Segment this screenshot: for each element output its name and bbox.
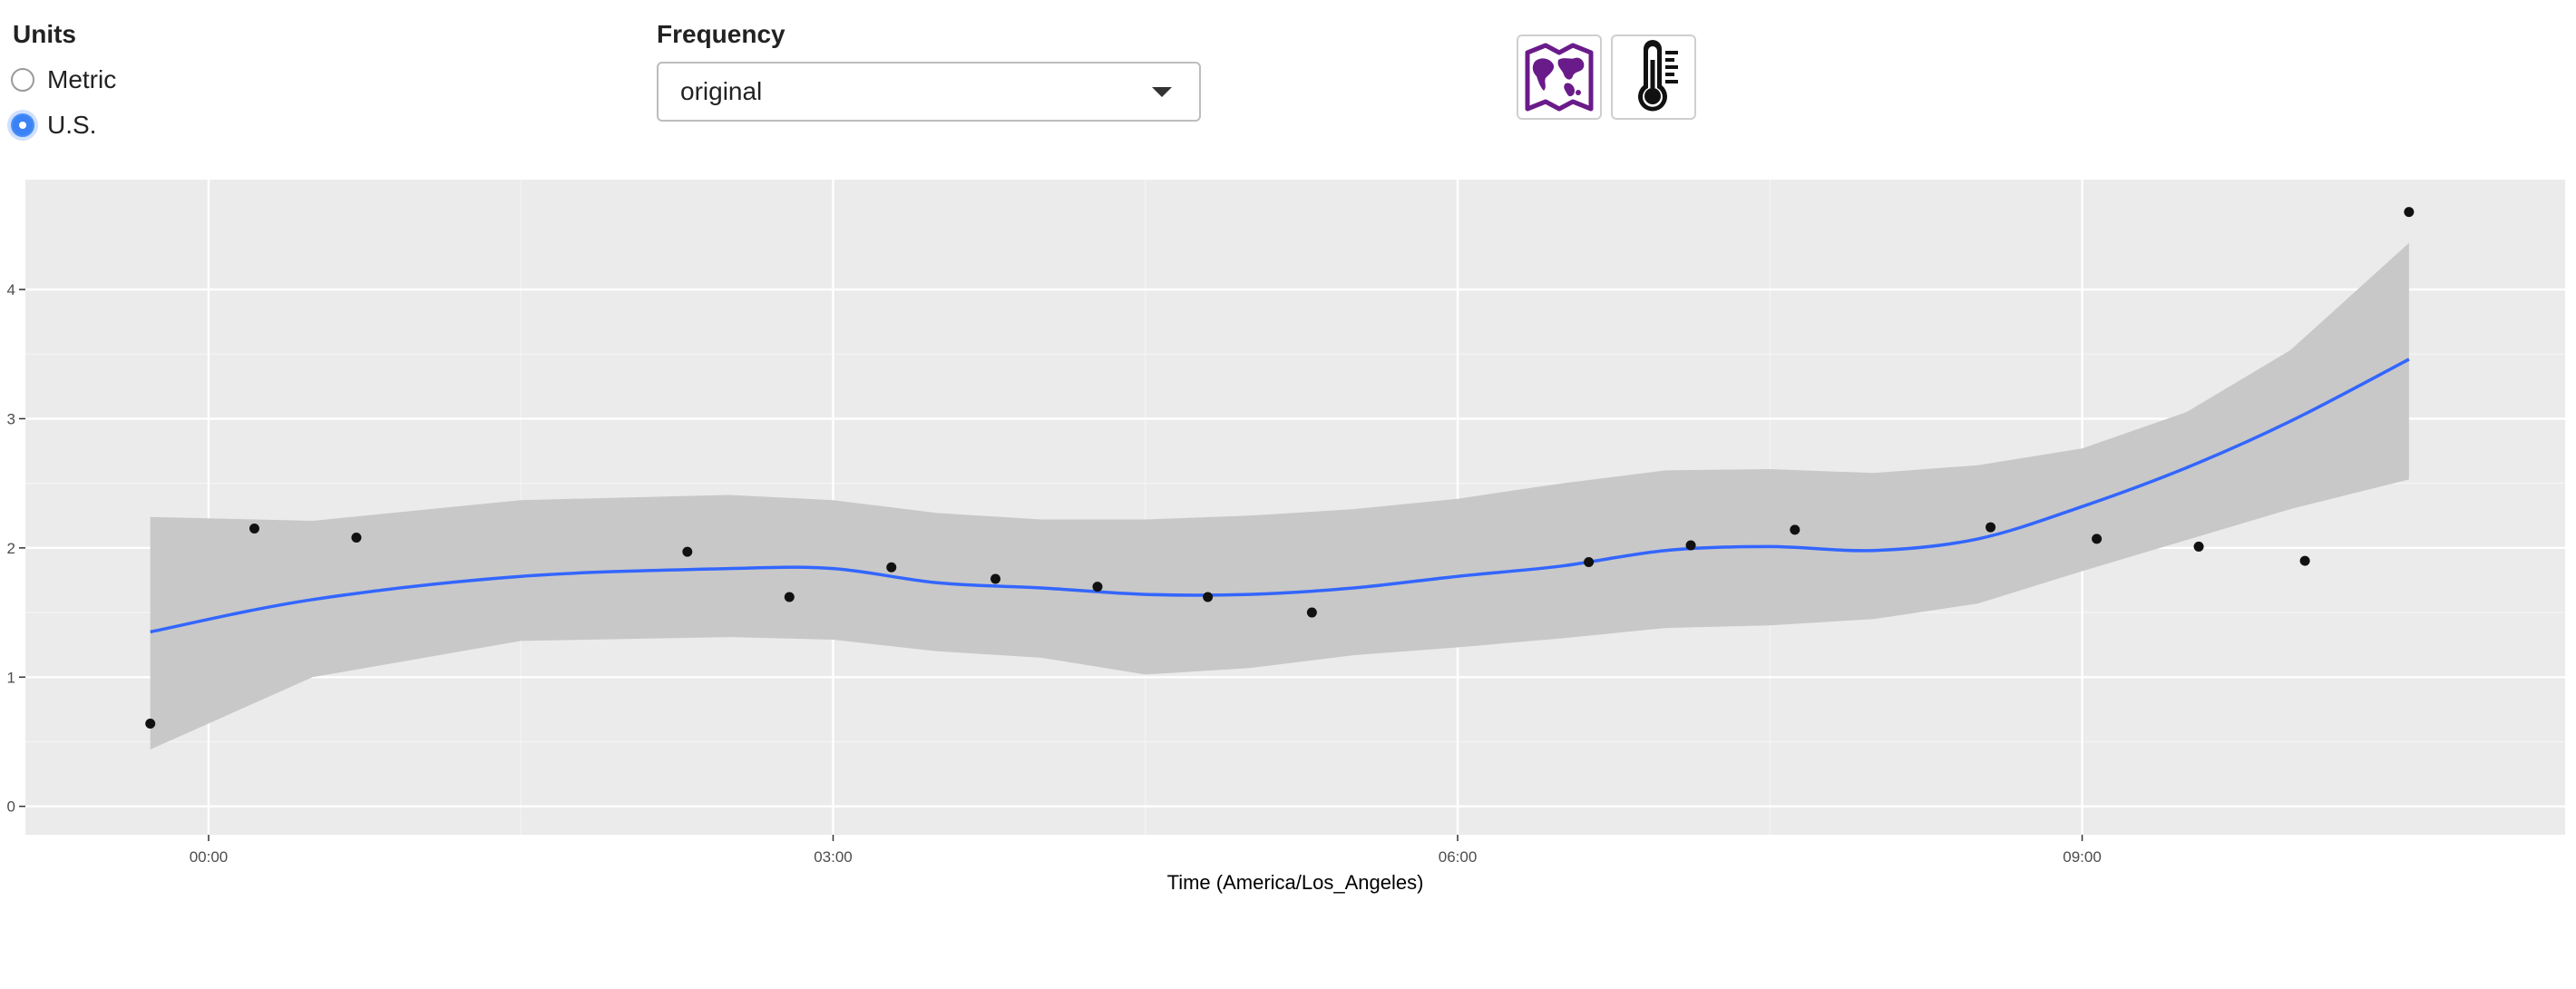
data-point [1203,592,1214,602]
data-points [145,207,2415,730]
radio-us-label: U.S. [47,111,97,139]
y-tick-label: 0 [7,798,15,816]
thermometer-icon [1638,40,1678,112]
y-tick-label: 3 [7,410,15,427]
data-point [1685,540,1696,551]
x-tick-label: 03:00 [814,848,853,866]
data-point [145,719,156,730]
data-point [784,592,795,602]
data-point [2092,534,2103,544]
x-axis: 00:00 03:00 06:00 09:00 [190,835,2102,866]
map-button[interactable] [1517,34,1602,120]
confidence-band [150,242,2409,749]
data-point [249,523,259,534]
x-tick-label: 09:00 [2063,848,2102,866]
radio-metric[interactable]: Metric [11,65,116,94]
time-series-chart: 0 1 2 3 4 00:00 03:00 06:00 09:00 Time (America… [7,180,2565,894]
frequency-select[interactable]: original [657,62,1201,122]
frequency-selected-value: original [680,77,763,105]
data-point [682,546,693,557]
y-tick-label: 2 [7,540,15,557]
smooth-line [150,357,2410,634]
y-tick-label: 1 [7,669,15,686]
data-point [2404,207,2415,218]
data-point [886,562,897,573]
radio-us[interactable]: U.S. [11,111,96,140]
y-tick-label: 4 [7,281,15,299]
data-point [1790,524,1800,535]
radio-us-circle[interactable] [11,113,34,137]
radio-metric-circle[interactable] [11,68,34,92]
x-axis-title: Time (America/Los_Angeles) [1167,871,1424,894]
radio-metric-label: Metric [47,65,117,93]
units-label: Units [13,20,76,48]
data-point [1584,557,1595,568]
data-point [2299,555,2310,566]
y-axis: 0 1 2 3 4 [7,281,25,816]
data-point [351,532,362,543]
data-point [1092,582,1103,592]
thermometer-button[interactable] [1611,34,1696,120]
frequency-label: Frequency [657,20,785,48]
x-tick-label: 06:00 [1439,848,1478,866]
map-icon [1525,43,1594,112]
data-point [1986,522,1996,533]
chevron-down-icon [1152,87,1172,97]
data-point [1306,607,1317,618]
data-point [2193,541,2204,552]
data-point [990,573,1001,584]
x-tick-label: 00:00 [190,848,229,866]
